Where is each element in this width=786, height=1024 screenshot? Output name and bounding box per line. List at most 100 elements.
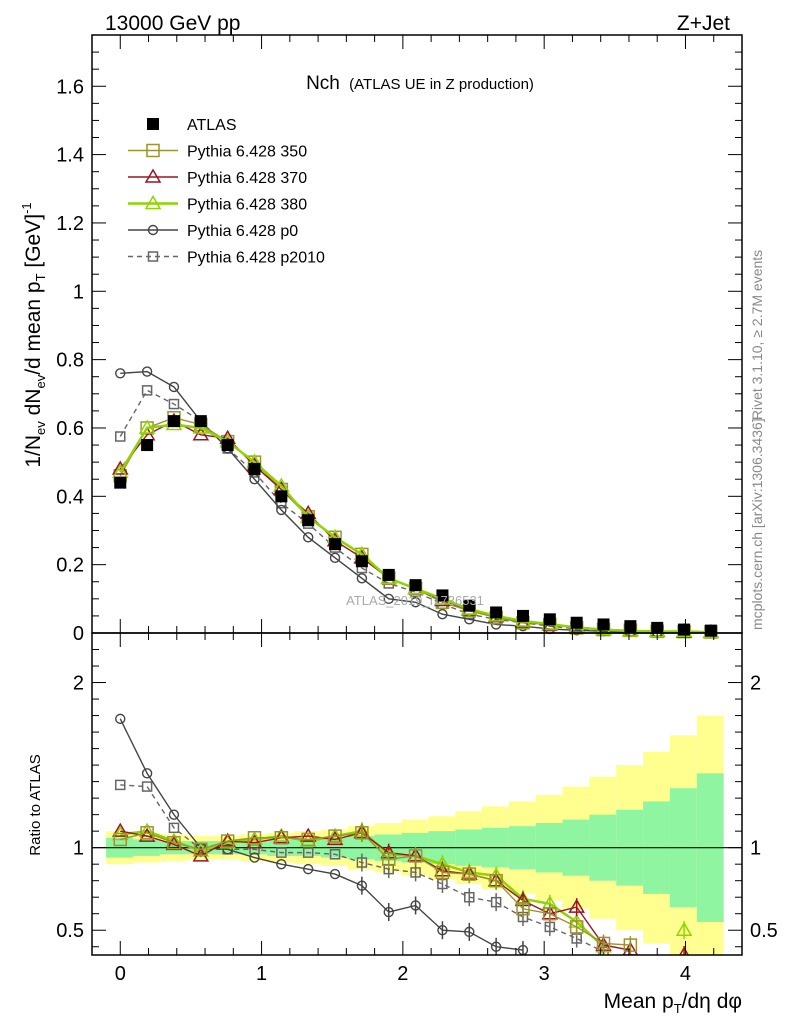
ratio-point-4-0 [115,779,126,791]
ratio-xtick-label-4: 4 [680,963,691,985]
legend-entry-3: Pythia 6.428 380 [128,195,307,214]
main-point-0-7 [302,514,315,527]
main-point-0-11 [409,579,422,592]
ratio-series-0 [113,823,638,955]
ratio-point-0-7 [301,832,315,847]
ratio-series-line-1-0 [120,830,631,951]
ratio-point-0-15 [516,902,530,916]
main-point-0-14 [490,606,503,619]
ratio-point-4-13 [464,891,475,903]
main-point-0-9 [355,555,368,568]
main-ytick-label-4: 0.8 [56,350,84,372]
ratio-point-3-8 [329,868,341,880]
main-point-4-2 [168,381,180,393]
ratio-point-3-12 [437,925,448,936]
main-point-0-10 [382,568,395,581]
main-point-0-22 [704,624,717,637]
main-point-4-8 [329,552,341,564]
main-point-4-12 [437,609,448,620]
ratio-point-0-5 [247,831,262,845]
ratio-point-1-0 [111,822,129,837]
ratio-point-0-10 [381,852,396,866]
main-point-0-8 [329,538,342,551]
main-series-0 [114,415,717,637]
plot-title: Nch (ATLAS UE in Z production) [306,73,534,94]
main-point-3-1 [138,419,156,434]
legend-entry-2: Pythia 6.428 370 [128,168,307,187]
ratio-point-4-6 [276,847,287,858]
ratio-point-1-6 [273,829,290,844]
ratio-point-0-14 [489,873,503,888]
main-ytick-label-3: 0.6 [56,418,84,440]
main-point-4-1 [141,366,153,377]
ratio-xtick-label-1: 1 [256,963,267,985]
ratio-point-1-17 [568,898,585,913]
legend: ATLAS Pythia 6.428 350 Pythia 6.428 370 Pyt… [128,117,325,267]
ratio-point-3-0 [115,713,126,725]
legend-label-5: Pythia 6.428 p2010 [187,250,325,267]
ratio-ytick-label-right-2: 2 [750,673,761,695]
ratio-point-3-10 [383,906,394,918]
ratio-ytick-label-left-0: 0.5 [56,920,84,942]
ratio-point-1-21 [679,946,690,955]
legend-label-0: ATLAS [187,117,237,134]
ratio-point-2-21 [675,921,693,936]
ratio-point-1-8 [326,830,344,846]
header-right: Z+Jet [677,12,730,35]
ratio-y-axis-label: Ratio to ATLAS [27,754,44,855]
ratio-point-4-14 [490,896,502,908]
main-point-0-16 [543,613,556,626]
legend-marker-3 [144,195,162,210]
ratio-point-3-11 [410,900,421,911]
ratio-point-0-2 [167,835,181,850]
header-left: 13000 GeV pp [105,12,240,35]
main-ytick-label-1: 0.2 [56,555,84,577]
main-point-0-15 [516,609,529,622]
ratio-point-0-1 [140,826,154,840]
main-point-2-3 [192,426,210,441]
ratio-point-3-14 [490,941,502,952]
ratio-point-0-19 [623,938,638,952]
legend-marker-1 [146,143,160,158]
main-point-4-9 [356,573,368,584]
legend-marker-4 [147,224,159,236]
ratio-point-4-8 [329,849,341,860]
legend-marker-5 [147,251,159,262]
legend-label-1: Pythia 6.428 350 [187,144,307,161]
legend-entry-0: ATLAS [147,117,237,134]
ratio-band-layer [92,715,742,955]
main-point-0-2 [167,415,180,428]
main-y-axis-label: 1/Nev dNev/d mean pT [GeV]-1 [19,202,48,467]
rivet-label: Rivet 3.1.10, ≥ 2.7M events [749,250,765,420]
ratio-point-0-13 [462,867,477,881]
ratio-series-layer [111,713,693,955]
ratio-point-0-9 [355,826,369,840]
ratio-point-0-11 [408,849,423,863]
ratio-point-1-19 [622,941,639,955]
main-point-0-4 [221,439,234,452]
x-axis-label: Mean pT/dη dφ [604,990,742,1016]
ratio-xtick-label-2: 2 [397,963,408,985]
ratio-point-0-17 [569,920,584,934]
ratio-point-0-4 [220,834,235,848]
ratio-point-4-2 [168,822,180,834]
axes-layer: 0 0.2 0.4 0.6 0.8 1 1.2 1.4 1.6 0 1 2 3 4 0.5 0.5 1 1 2 2 [56,34,778,985]
main-point-4-0 [115,368,126,379]
legend-label-4: Pythia 6.428 p0 [187,223,298,240]
ratio-point-3-5 [249,852,260,863]
main-point-4-10 [383,593,394,605]
main-point-0-18 [597,618,610,631]
mcplots-label: mcplots.cern.ch [arXiv:1306.3436] [749,418,765,630]
ratio-point-0-6 [274,831,289,845]
ratio-point-1-1 [138,827,156,842]
ratio-series-line-3-0 [119,718,524,951]
ratio-point-3-9 [356,880,368,891]
ratio-point-4-11 [410,867,421,878]
ratio-ytick-label-right-1: 1 [750,838,761,860]
legend-marker-0 [147,118,159,130]
ratio-ytick-label-right-0: 0.5 [750,920,778,942]
main-point-0-21 [678,623,691,636]
legend-label-3: Pythia 6.428 380 [187,197,307,214]
ratio-point-3-6 [276,858,287,870]
